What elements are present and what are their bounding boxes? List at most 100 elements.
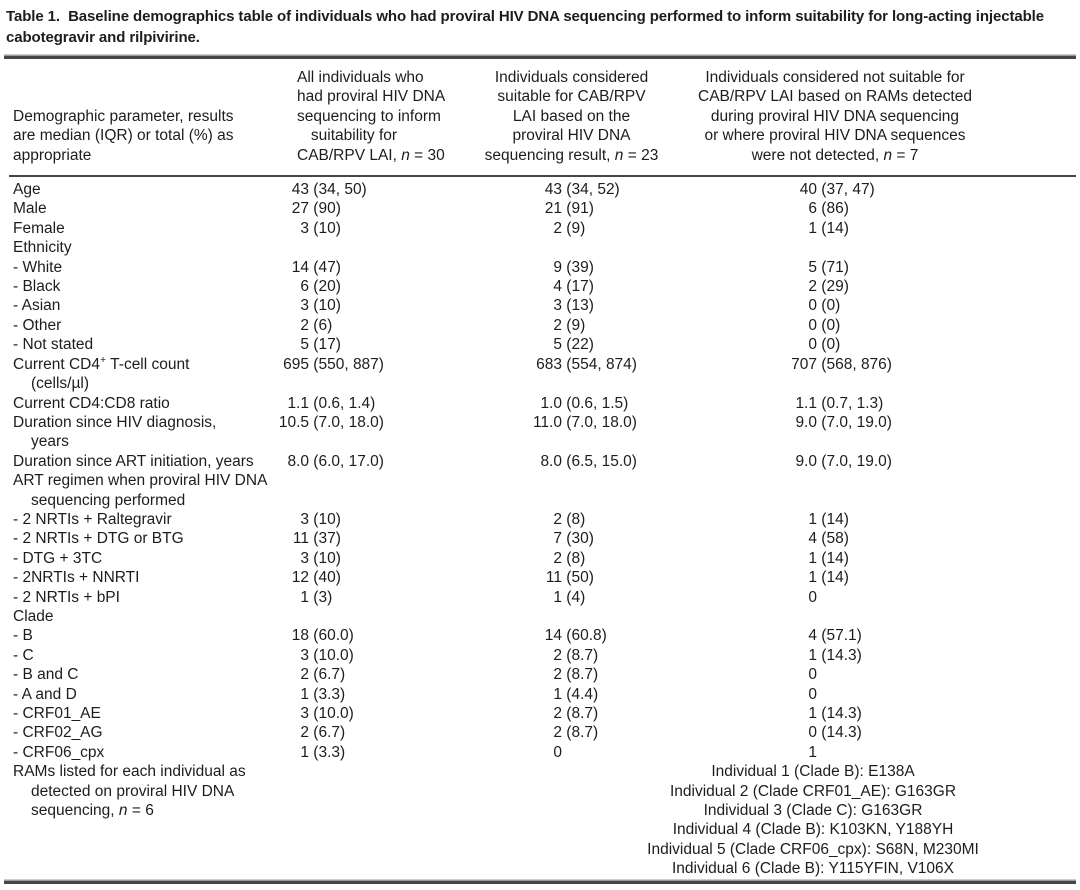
row-value: 1 (3) — [300, 588, 333, 606]
row-value: 40 (37, 47) — [799, 181, 875, 199]
row-value: 2 (6.7) — [300, 666, 346, 684]
row-label: Ethnicity — [13, 239, 72, 257]
row-label: - DTG + 3TC — [13, 549, 103, 567]
table-row: ART regimen when proviral HIV DNA sequenc… — [9, 471, 1076, 510]
row-value: 1 — [808, 743, 817, 761]
row-value: 1 (3.3) — [300, 685, 346, 703]
row-label: Duration since HIV diagnosis, years — [13, 413, 217, 451]
row-label: - 2 NRTIs + DTG or BTG — [13, 530, 184, 548]
row-value: 0 (0) — [808, 316, 841, 334]
row-value: 9.0 (7.0, 19.0) — [795, 452, 892, 470]
row-label: - CRF02_AG — [13, 724, 103, 742]
table-row: - A and D 1 (3.3) 1 (4.4) 0 — [9, 685, 1076, 704]
table-row: - 2 NRTIs + DTG or BTG 11 (37) 7 (30) 4 (58… — [9, 529, 1076, 548]
row-label: Male — [13, 200, 47, 218]
row-label: - 2NRTIs + NNRTI — [13, 569, 140, 587]
row-label: Age — [13, 181, 41, 199]
table-row: Duration since ART initiation, years 8.0 … — [9, 452, 1076, 471]
table-row: - 2 NRTIs + Raltegravir 3 (10) 2 (8) 1 (14) — [9, 510, 1076, 529]
row-value: 7 (30) — [553, 530, 594, 548]
row-value: 1 (3.3) — [300, 743, 346, 761]
row-value: 3 (10) — [300, 549, 341, 567]
row-value: 8.0 (6.0, 17.0) — [287, 452, 384, 470]
table-row: - CRF06_cpx 1 (3.3) 0 1 — [9, 743, 1076, 762]
table-row: Ethnicity — [9, 238, 1076, 257]
row-value: Individual 1 (Clade B): E138A Individual … — [647, 763, 979, 878]
table-row: - DTG + 3TC 3 (10) 2 (8) 1 (14) — [9, 549, 1076, 568]
row-value: 2 (8) — [553, 510, 586, 528]
row-value: 5 (17) — [300, 336, 341, 354]
header-suitable-individuals: Individuals considered suitable for CAB/R… — [484, 69, 659, 164]
row-label: ART regimen when proviral HIV DNA sequenc… — [13, 472, 268, 509]
row-label: - Other — [13, 316, 62, 334]
table-row: Duration since HIV diagnosis, years 10.5 (… — [9, 413, 1076, 452]
row-value: 14 (60.8) — [544, 627, 607, 645]
table-caption: Table 1. Baseline demographics table of … — [6, 8, 1044, 46]
table-row: - 2 NRTIs + bPI 1 (3) 1 (4) 0 — [9, 588, 1076, 607]
row-value: 11 (37) — [292, 530, 341, 548]
row-value: 43 (34, 50) — [291, 181, 367, 199]
table: Demographic parameter, results are median… — [4, 59, 1076, 881]
row-value: 2 (6) — [300, 316, 333, 334]
row-value: 2 (8.7) — [553, 666, 599, 684]
row-value: 2 (29) — [808, 278, 849, 296]
row-value — [252, 762, 467, 878]
row-value: 6 (86) — [808, 200, 849, 218]
header-not-suitable-individuals: Individuals considered not suitable for C… — [698, 69, 972, 164]
row-value: 1 (14.3) — [808, 646, 862, 664]
row-value: 1 (14) — [808, 569, 849, 587]
row-value: 27 (90) — [291, 200, 341, 218]
row-label: - 2 NRTIs + Raltegravir — [13, 510, 172, 528]
row-value: 3 (13) — [553, 297, 594, 315]
row-value: 2 (8) — [553, 549, 586, 567]
row-value: 5 (71) — [808, 258, 849, 276]
table-row: - B 18 (60.0) 14 (60.8) 4 (57.1) — [9, 626, 1076, 645]
row-value: 3 (10) — [300, 510, 341, 528]
row-value: 2 (8.7) — [553, 646, 599, 664]
table-row: Current CD4+ T-cell count (cells/µl) 695 (… — [9, 354, 1076, 394]
row-value — [467, 471, 682, 510]
row-label: - White — [13, 258, 63, 276]
row-value: 9 (39) — [553, 258, 594, 276]
row-value — [682, 607, 1034, 626]
row-value — [252, 607, 467, 626]
row-value — [467, 607, 682, 626]
row-value: 1 (4) — [553, 588, 586, 606]
row-value: 695 (550, 887) — [283, 355, 384, 373]
row-value: 4 (58) — [808, 530, 849, 548]
header-rule — [9, 175, 1076, 178]
table-row: Current CD4:CD8 ratio 1.1 (0.6, 1.4) 1.0 (… — [9, 394, 1076, 413]
row-value — [252, 471, 467, 510]
row-value: 18 (60.0) — [291, 627, 354, 645]
row-value: 0 (0) — [808, 297, 841, 315]
row-label: - B and C — [13, 666, 79, 684]
table-row: Clade — [9, 607, 1076, 626]
row-value: 683 (554, 874) — [536, 355, 637, 373]
row-value — [682, 238, 1034, 257]
row-label: - CRF06_cpx — [13, 743, 105, 761]
table-row: - Other 2 (6) 2 (9) 0 (0) — [9, 316, 1076, 335]
row-label: Current CD4:CD8 ratio — [13, 394, 170, 412]
row-value: 1 (14) — [808, 219, 849, 237]
row-label: Duration since ART initiation, years — [13, 452, 254, 470]
row-label: Clade — [13, 607, 54, 625]
table-row: - CRF02_AG 2 (6.7) 2 (8.7) 0 (14.3) — [9, 723, 1076, 742]
table-row: Age 43 (34, 50) 43 (34, 52) 40 (37, 47) — [9, 180, 1076, 199]
row-value: 707 (568, 876) — [791, 355, 892, 373]
row-label: RAMs listed for each individual as detect… — [13, 763, 246, 820]
row-label: - A and D — [13, 685, 77, 703]
row-value: 14 (47) — [291, 258, 341, 276]
row-value: 0 (14.3) — [808, 724, 862, 742]
row-value: 9.0 (7.0, 19.0) — [795, 413, 892, 431]
row-value: 4 (17) — [553, 278, 594, 296]
row-value: 1.1 (0.7, 1.3) — [795, 394, 884, 412]
table-row: - B and C 2 (6.7) 2 (8.7) 0 — [9, 665, 1076, 684]
row-value — [467, 238, 682, 257]
row-value: 2 (9) — [553, 316, 586, 334]
row-value: 0 — [808, 685, 817, 703]
table-header-row: Demographic parameter, results are median… — [9, 59, 1076, 175]
row-value — [252, 238, 467, 257]
table-row: - CRF01_AE 3 (10.0) 2 (8.7) 1 (14.3) — [9, 704, 1076, 723]
row-value: 12 (40) — [291, 569, 341, 587]
